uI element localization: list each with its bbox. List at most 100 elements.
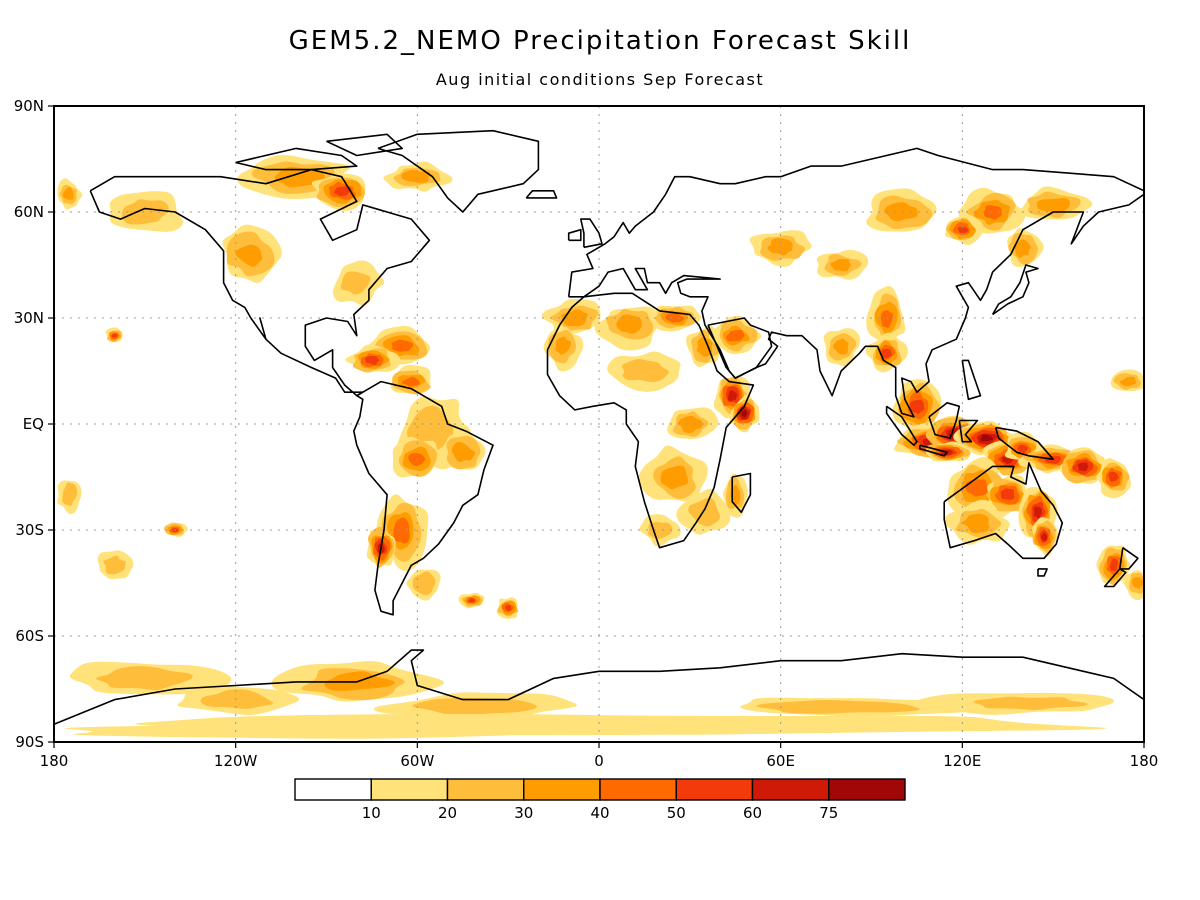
- skill-contour: [756, 699, 920, 714]
- skill-patch: [1014, 239, 1031, 258]
- colorbar-swatch: [294, 778, 372, 801]
- x-tick-label: 120E: [943, 752, 981, 770]
- y-tick-label: 30N: [14, 309, 44, 327]
- colorbar-label: 75: [819, 804, 838, 822]
- coastline: [1103, 568, 1127, 588]
- skill-patch: [983, 205, 1002, 220]
- skill-contour: [391, 339, 414, 352]
- skill-patch: [965, 479, 989, 497]
- coastline: [919, 444, 948, 457]
- colorbar-label: 10: [362, 804, 381, 822]
- coastline: [961, 359, 982, 401]
- skill-contour: [412, 697, 538, 717]
- skill-patch: [1119, 376, 1137, 387]
- coastline: [235, 147, 358, 171]
- skill-patch: [727, 390, 738, 402]
- skill-patch: [334, 186, 352, 197]
- skill-patch: [1131, 577, 1144, 590]
- skill-patch: [1037, 197, 1071, 214]
- coastline: [1119, 547, 1139, 570]
- skill-patch: [1109, 558, 1118, 571]
- skill-contour: [648, 521, 673, 540]
- skill-patch: [909, 399, 925, 415]
- coastline: [525, 190, 558, 199]
- coastline: [567, 147, 1144, 418]
- skill-contour: [962, 513, 990, 534]
- skill-patch: [957, 226, 969, 233]
- skill-contour: [832, 338, 849, 355]
- x-tick-label: 180: [1130, 752, 1159, 770]
- skill-contour: [957, 226, 969, 233]
- skill-patch: [1017, 444, 1029, 454]
- skill-contour: [393, 517, 410, 544]
- skill-patch: [616, 314, 642, 334]
- colorbar: 10 20 30 40 50 60 75: [294, 778, 906, 822]
- skill-contour: [880, 310, 894, 329]
- skill-contour: [121, 199, 169, 225]
- skill-contour: [555, 336, 572, 355]
- skill-contour: [365, 355, 380, 365]
- colorbar-label: 40: [590, 804, 609, 822]
- skill-patch: [832, 338, 849, 355]
- colorbar-label: 20: [438, 804, 457, 822]
- skill-contour: [983, 205, 1002, 220]
- skill-patch: [973, 696, 1088, 710]
- skill-patch: [830, 258, 851, 272]
- skill-contour: [111, 333, 118, 338]
- colorbar-swatch: [446, 778, 525, 801]
- colorbar-label: 60: [743, 804, 762, 822]
- chart-subtitle: Aug initial conditions Sep Forecast: [435, 70, 765, 89]
- skill-contour: [412, 571, 436, 596]
- skill-patch: [1033, 506, 1042, 519]
- skill-patch: [401, 169, 430, 184]
- skill-patch: [64, 724, 529, 739]
- skill-patch: [756, 699, 920, 714]
- skill-contour: [767, 238, 793, 256]
- skill-patch: [393, 517, 410, 544]
- chart-title: GEM5.2_NEMO Precipitation Forecast Skill: [288, 26, 912, 56]
- skill-patch: [200, 689, 273, 709]
- skill-patch: [554, 721, 919, 735]
- skill-contour: [665, 312, 685, 323]
- skill-patch: [621, 359, 669, 383]
- skill-contour: [451, 441, 476, 463]
- skill-patch: [884, 202, 918, 222]
- skill-patch: [451, 441, 476, 463]
- skill-patch: [1041, 532, 1048, 541]
- coastline: [885, 405, 918, 446]
- skill-contour: [660, 465, 689, 490]
- skill-patch: [365, 355, 380, 365]
- skill-contour: [884, 202, 918, 222]
- coastline: [958, 419, 979, 443]
- skill-contour: [96, 666, 193, 691]
- skill-contour: [1014, 239, 1031, 258]
- colorbar-label: 50: [667, 804, 686, 822]
- coastline: [943, 462, 1064, 560]
- skill-patch: [962, 513, 990, 534]
- skill-patch: [555, 336, 572, 355]
- colorbar-swatch: [599, 778, 677, 801]
- coastline-layer: [54, 129, 1144, 726]
- coastline: [991, 264, 1039, 316]
- skill-patch: [1000, 488, 1015, 500]
- skill-patch: [1108, 471, 1119, 482]
- graticule: [54, 106, 1144, 742]
- skill-contour: [980, 434, 993, 442]
- skill-patch: [62, 187, 74, 200]
- skill-patch: [111, 333, 118, 338]
- skill-patch: [1077, 462, 1089, 472]
- skill-patch: [980, 434, 993, 442]
- skill-contour: [1109, 558, 1118, 571]
- skill-patch: [741, 409, 748, 418]
- skill-field-layer: [57, 155, 1144, 739]
- x-tick-label: 180: [40, 752, 69, 770]
- skill-patch: [767, 238, 793, 256]
- skill-contour: [468, 598, 476, 603]
- skill-patch: [504, 605, 512, 611]
- skill-contour: [62, 187, 74, 200]
- skill-patch: [696, 337, 713, 357]
- skill-contour: [334, 186, 352, 197]
- colorbar-label: 30: [514, 804, 533, 822]
- skill-patch: [121, 199, 169, 225]
- skill-contour: [554, 721, 919, 735]
